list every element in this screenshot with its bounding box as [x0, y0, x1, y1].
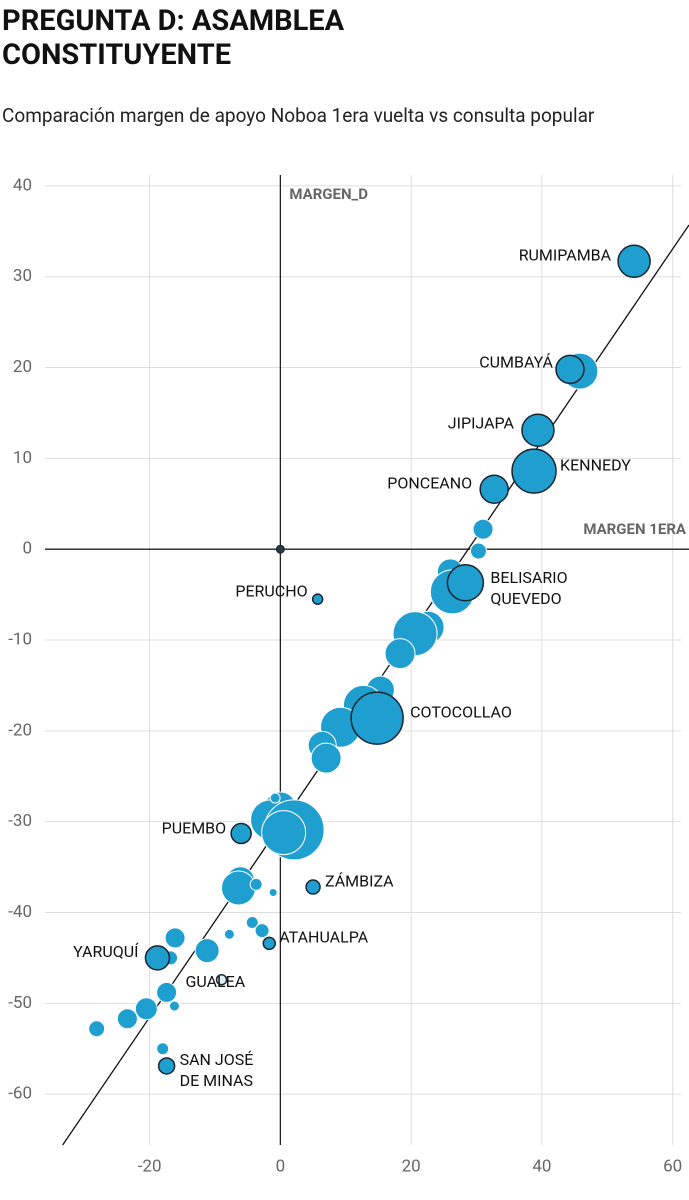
bubble — [479, 474, 509, 505]
bubble — [469, 542, 487, 560]
bubble — [275, 544, 285, 554]
x-tick-label: -20 — [138, 1156, 162, 1176]
x-tick-label: 0 — [276, 1156, 286, 1176]
bubble — [472, 518, 494, 540]
point-label: PUEMBO — [162, 819, 227, 838]
bubble — [555, 354, 585, 385]
point-label: PERUCHO — [235, 581, 307, 600]
y-tick-label: 10 — [13, 448, 32, 468]
point-label: SAN JOSÉ — [180, 1050, 254, 1069]
point-label: QUEVEDO — [490, 589, 561, 608]
point-label: CUMBAYÁ — [479, 353, 553, 372]
bubble — [384, 638, 416, 670]
chart-subtitle: Comparación margen de apoyo Noboa 1era v… — [2, 104, 595, 127]
bubble — [310, 742, 342, 774]
x-axis-label: MARGEN 1ERA — [583, 520, 687, 538]
point-label: DE MINAS — [180, 1071, 253, 1090]
x-tick-label: 60 — [663, 1156, 682, 1176]
point-label: JIPIJAPA — [448, 413, 515, 432]
bubble — [215, 973, 228, 986]
bubble — [223, 928, 235, 940]
bubble — [156, 1042, 170, 1056]
y-tick-label: 30 — [13, 266, 32, 286]
bubble — [194, 938, 220, 964]
point-label: ZÁMBIZA — [325, 871, 394, 890]
bubble — [511, 448, 557, 494]
y-tick-label: -40 — [8, 902, 32, 922]
bubble — [268, 888, 278, 898]
bubble — [254, 923, 270, 939]
bubble — [446, 564, 485, 602]
point-label: KENNEDY — [560, 455, 631, 474]
bubble — [261, 810, 307, 856]
bubble — [134, 997, 158, 1021]
bubble — [230, 822, 252, 845]
bubble — [221, 870, 257, 906]
point-label: ATAHUALPA — [279, 928, 368, 947]
y-tick-label: -50 — [8, 993, 32, 1013]
bubble — [617, 244, 651, 279]
bubble — [305, 879, 321, 895]
bubble — [144, 945, 171, 971]
bubble — [249, 877, 263, 891]
point-label: YARUQUÍ — [73, 942, 139, 961]
chart-title: PREGUNTA D: ASAMBLEA CONSTITUYENTE — [2, 4, 345, 72]
bubble — [262, 936, 277, 951]
y-tick-label: -60 — [8, 1084, 32, 1104]
bubble — [311, 593, 324, 605]
point-label: RUMIPAMBA — [519, 246, 612, 265]
bubble — [88, 1020, 106, 1038]
y-tick-label: -30 — [8, 811, 32, 831]
bubble — [157, 1057, 176, 1075]
bubble — [116, 1008, 138, 1030]
point-label: COTOCOLLAO — [410, 702, 512, 721]
y-tick-label: 40 — [13, 175, 32, 195]
point-label: BELISARIO — [490, 568, 567, 587]
y-tick-label: 0 — [22, 539, 32, 559]
bubble — [245, 915, 259, 929]
bubble — [168, 1000, 180, 1012]
point-label: GUALEA — [186, 972, 246, 991]
bubble — [521, 413, 555, 447]
bubble — [350, 691, 404, 745]
y-tick-label: 20 — [13, 357, 32, 377]
point-label: PONCEANO — [387, 473, 472, 492]
y-tick-label: -20 — [8, 720, 32, 740]
bubble — [164, 927, 186, 949]
bubble — [156, 981, 178, 1003]
x-tick-label: 20 — [402, 1156, 421, 1176]
y-axis-label: MARGEN_D — [289, 185, 368, 203]
y-tick-label: -10 — [8, 630, 32, 650]
bubble — [269, 792, 281, 804]
x-tick-label: 40 — [532, 1156, 551, 1176]
